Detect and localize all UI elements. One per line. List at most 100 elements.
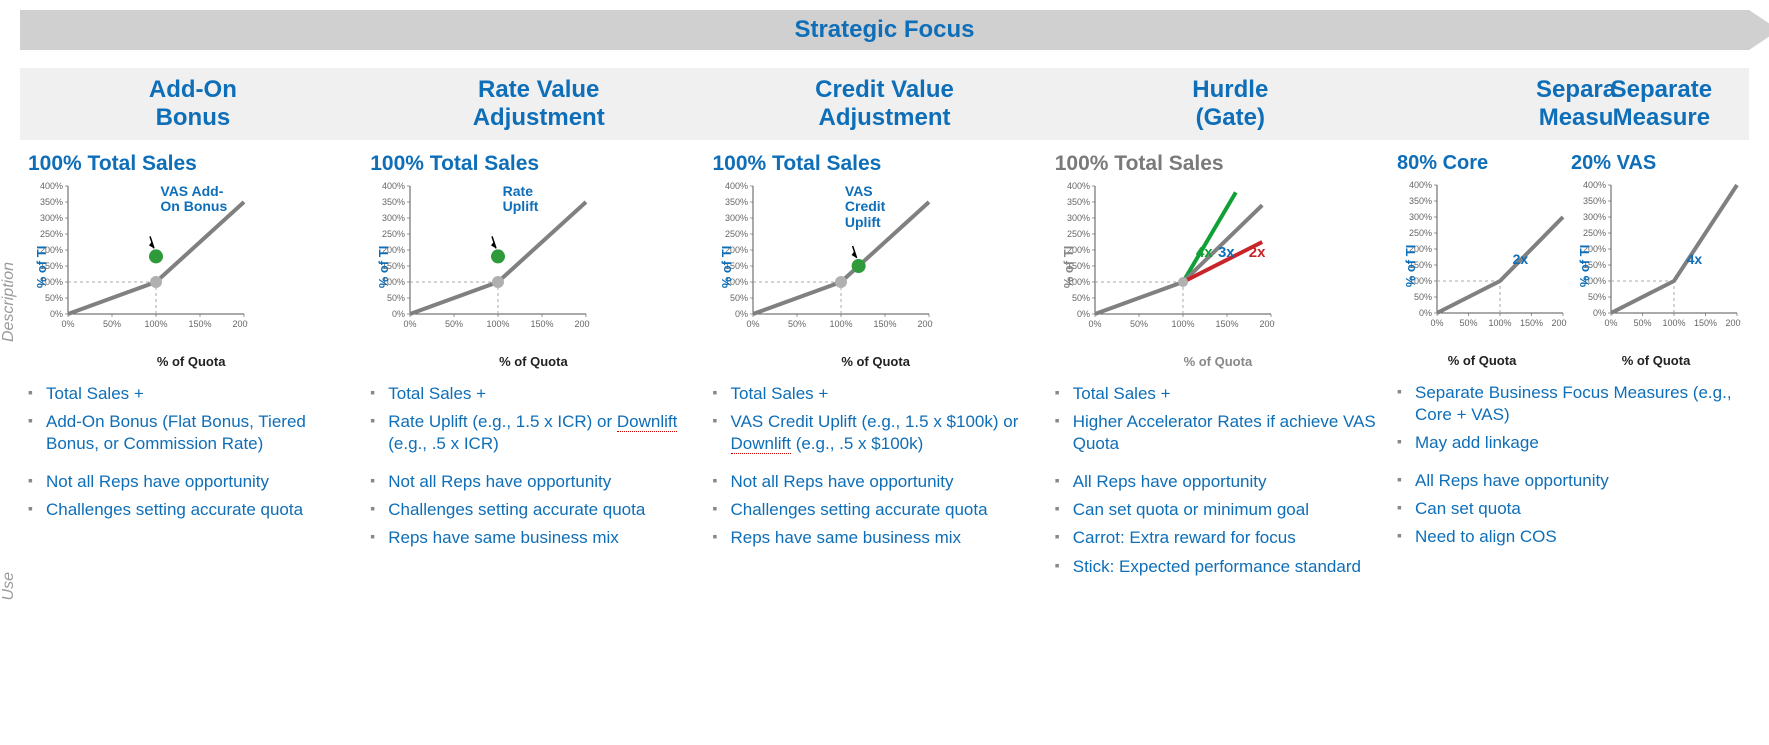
col-header-credit: Credit ValueAdjustment — [712, 68, 1058, 140]
col-header-rate: Rate ValueAdjustment — [366, 68, 712, 140]
svg-text:0%: 0% — [1419, 308, 1432, 318]
svg-text:50%: 50% — [103, 319, 121, 329]
arrowhead-icon — [1749, 10, 1769, 50]
chart: % of TI 0%50%100%150%200%250%300%350%400… — [370, 182, 590, 352]
bullet: All Reps have opportunity — [1055, 471, 1381, 493]
svg-text:50%: 50% — [787, 319, 805, 329]
svg-text:50%: 50% — [45, 293, 63, 303]
x-axis-label: % of Quota — [370, 354, 696, 369]
svg-text:100%: 100% — [144, 319, 167, 329]
y-axis-label: % of TI — [376, 246, 391, 289]
svg-text:150%: 150% — [1215, 319, 1238, 329]
description-bullets: Total Sales + Rate Uplift (e.g., 1.5 x IC… — [370, 383, 696, 455]
bullet: Not all Reps have opportunity — [713, 471, 1039, 493]
svg-text:0%: 0% — [1088, 319, 1101, 329]
bullet: Add-On Bonus (Flat Bonus, Tiered Bonus, … — [28, 411, 354, 455]
chart-title: 100% Total Sales — [1055, 152, 1381, 176]
use-bullets: Not all Reps have opportunityChallenges … — [370, 471, 696, 549]
svg-text:50%: 50% — [1130, 319, 1148, 329]
columns-container: Description Use 100% Total Sales % of TI… — [20, 152, 1749, 584]
svg-text:0%: 0% — [746, 319, 759, 329]
bullet: Not all Reps have opportunity — [370, 471, 696, 493]
bullet: Challenges setting accurate quota — [713, 499, 1039, 521]
x-axis-label: % of Quota — [1571, 353, 1741, 368]
split-chart-title: 80% Core — [1397, 152, 1567, 175]
svg-text:250%: 250% — [1409, 228, 1432, 238]
svg-text:0%: 0% — [1430, 318, 1443, 328]
bullet: Need to align COS — [1397, 526, 1741, 548]
column-0: 100% Total Sales % of TI 0%50%100%150%20… — [20, 152, 362, 584]
svg-text:150%: 150% — [873, 319, 896, 329]
hurdle-rate-label: 3x — [1218, 244, 1235, 261]
x-axis-label: % of Quota — [28, 354, 354, 369]
svg-text:250%: 250% — [724, 229, 747, 239]
svg-text:50%: 50% — [1588, 292, 1606, 302]
chart-title: 100% Total Sales — [370, 152, 696, 176]
bullet: VAS Credit Uplift (e.g., 1.5 x $100k) or… — [713, 411, 1039, 455]
svg-text:250%: 250% — [40, 229, 63, 239]
split-charts: 80% Core % of TI 0% 50% 100% 150% 200% 250% 30… — [1397, 152, 1741, 368]
svg-text:400%: 400% — [724, 182, 747, 191]
side-label-use: Use — [0, 572, 18, 600]
col-header-addon: Add-OnBonus — [20, 68, 366, 140]
svg-text:100%: 100% — [1171, 319, 1194, 329]
bullet: Rate Uplift (e.g., 1.5 x ICR) or Downlif… — [370, 411, 696, 455]
svg-text:400%: 400% — [382, 182, 405, 191]
svg-text:150%: 150% — [531, 319, 554, 329]
bullet: Reps have same business mix — [713, 527, 1039, 549]
chart: % of TI 0%50%100%150%200%250%300%350%400… — [1055, 182, 1275, 352]
bullet: Reps have same business mix — [370, 527, 696, 549]
bullet: Total Sales + — [1055, 383, 1381, 405]
description-bullets: Total Sales +VAS Credit Uplift (e.g., 1.… — [713, 383, 1039, 455]
svg-text:350%: 350% — [40, 197, 63, 207]
svg-text:300%: 300% — [1583, 212, 1606, 222]
col-header-hurdle: Hurdle(Gate) — [1057, 68, 1403, 140]
column-1: 100% Total Sales % of TI 0%50%100%150%20… — [362, 152, 704, 584]
x-axis-label: % of Quota — [1055, 354, 1381, 369]
svg-text:150%: 150% — [1520, 318, 1543, 328]
split-chart-title: 20% VAS — [1571, 152, 1741, 175]
chart: % of TI 0%50%100%150%200%250%300%350%400… — [713, 182, 933, 352]
svg-text:0%: 0% — [404, 319, 417, 329]
column-headers: Add-OnBonus Rate ValueAdjustment Credit … — [20, 68, 1749, 140]
svg-text:400%: 400% — [1583, 181, 1606, 190]
y-axis-label: % of TI — [1403, 245, 1418, 288]
svg-text:100%: 100% — [1488, 318, 1511, 328]
bullet: Stick: Expected performance standard — [1055, 556, 1381, 578]
svg-text:200%: 200% — [1551, 318, 1567, 328]
svg-text:50%: 50% — [445, 319, 463, 329]
svg-text:350%: 350% — [1409, 196, 1432, 206]
side-label-description: Description — [0, 262, 18, 342]
svg-text:0%: 0% — [1604, 318, 1617, 328]
chart-callout: VAS Add-On Bonus — [160, 184, 227, 215]
bullet: Can set quota — [1397, 498, 1741, 520]
svg-text:250%: 250% — [1067, 229, 1090, 239]
svg-text:0%: 0% — [734, 309, 747, 319]
svg-text:0%: 0% — [392, 309, 405, 319]
svg-text:300%: 300% — [40, 213, 63, 223]
bullet: Total Sales + — [370, 383, 696, 405]
use-bullets: Not all Reps have opportunity Challenges … — [713, 471, 1039, 549]
chart-title: 100% Total Sales — [713, 152, 1039, 176]
svg-text:300%: 300% — [382, 213, 405, 223]
bullet: All Reps have opportunity — [1397, 470, 1741, 492]
svg-text:400%: 400% — [1067, 182, 1090, 191]
svg-text:100%: 100% — [1662, 318, 1685, 328]
banner-title: Strategic Focus — [794, 16, 974, 44]
description-bullets: Total Sales +Higher Accelerator Rates if… — [1055, 383, 1381, 455]
slope-label: 2x — [1513, 252, 1529, 267]
svg-text:350%: 350% — [382, 197, 405, 207]
column-4: 80% Core % of TI 0% 50% 100% 150% 200% 250% 30… — [1389, 152, 1749, 584]
svg-text:0%: 0% — [61, 319, 74, 329]
column-2: 100% Total Sales % of TI 0%50%100%150%20… — [705, 152, 1047, 584]
svg-text:100%: 100% — [487, 319, 510, 329]
description-bullets: Total Sales +Add-On Bonus (Flat Bonus, T… — [28, 383, 354, 455]
svg-text:50%: 50% — [387, 293, 405, 303]
description-bullets: Separate Business Focus Measures (e.g., … — [1397, 382, 1741, 454]
chart: % of TI 0%50%100%150%200%250%300%350%400… — [28, 182, 248, 352]
svg-text:150%: 150% — [1694, 318, 1717, 328]
split-chart-1: 20% VAS % of TI 0%50%100%150%200%250%300… — [1571, 152, 1741, 368]
svg-text:250%: 250% — [382, 229, 405, 239]
svg-text:50%: 50% — [1072, 293, 1090, 303]
use-bullets: Not all Reps have opportunityChallenges … — [28, 471, 354, 521]
